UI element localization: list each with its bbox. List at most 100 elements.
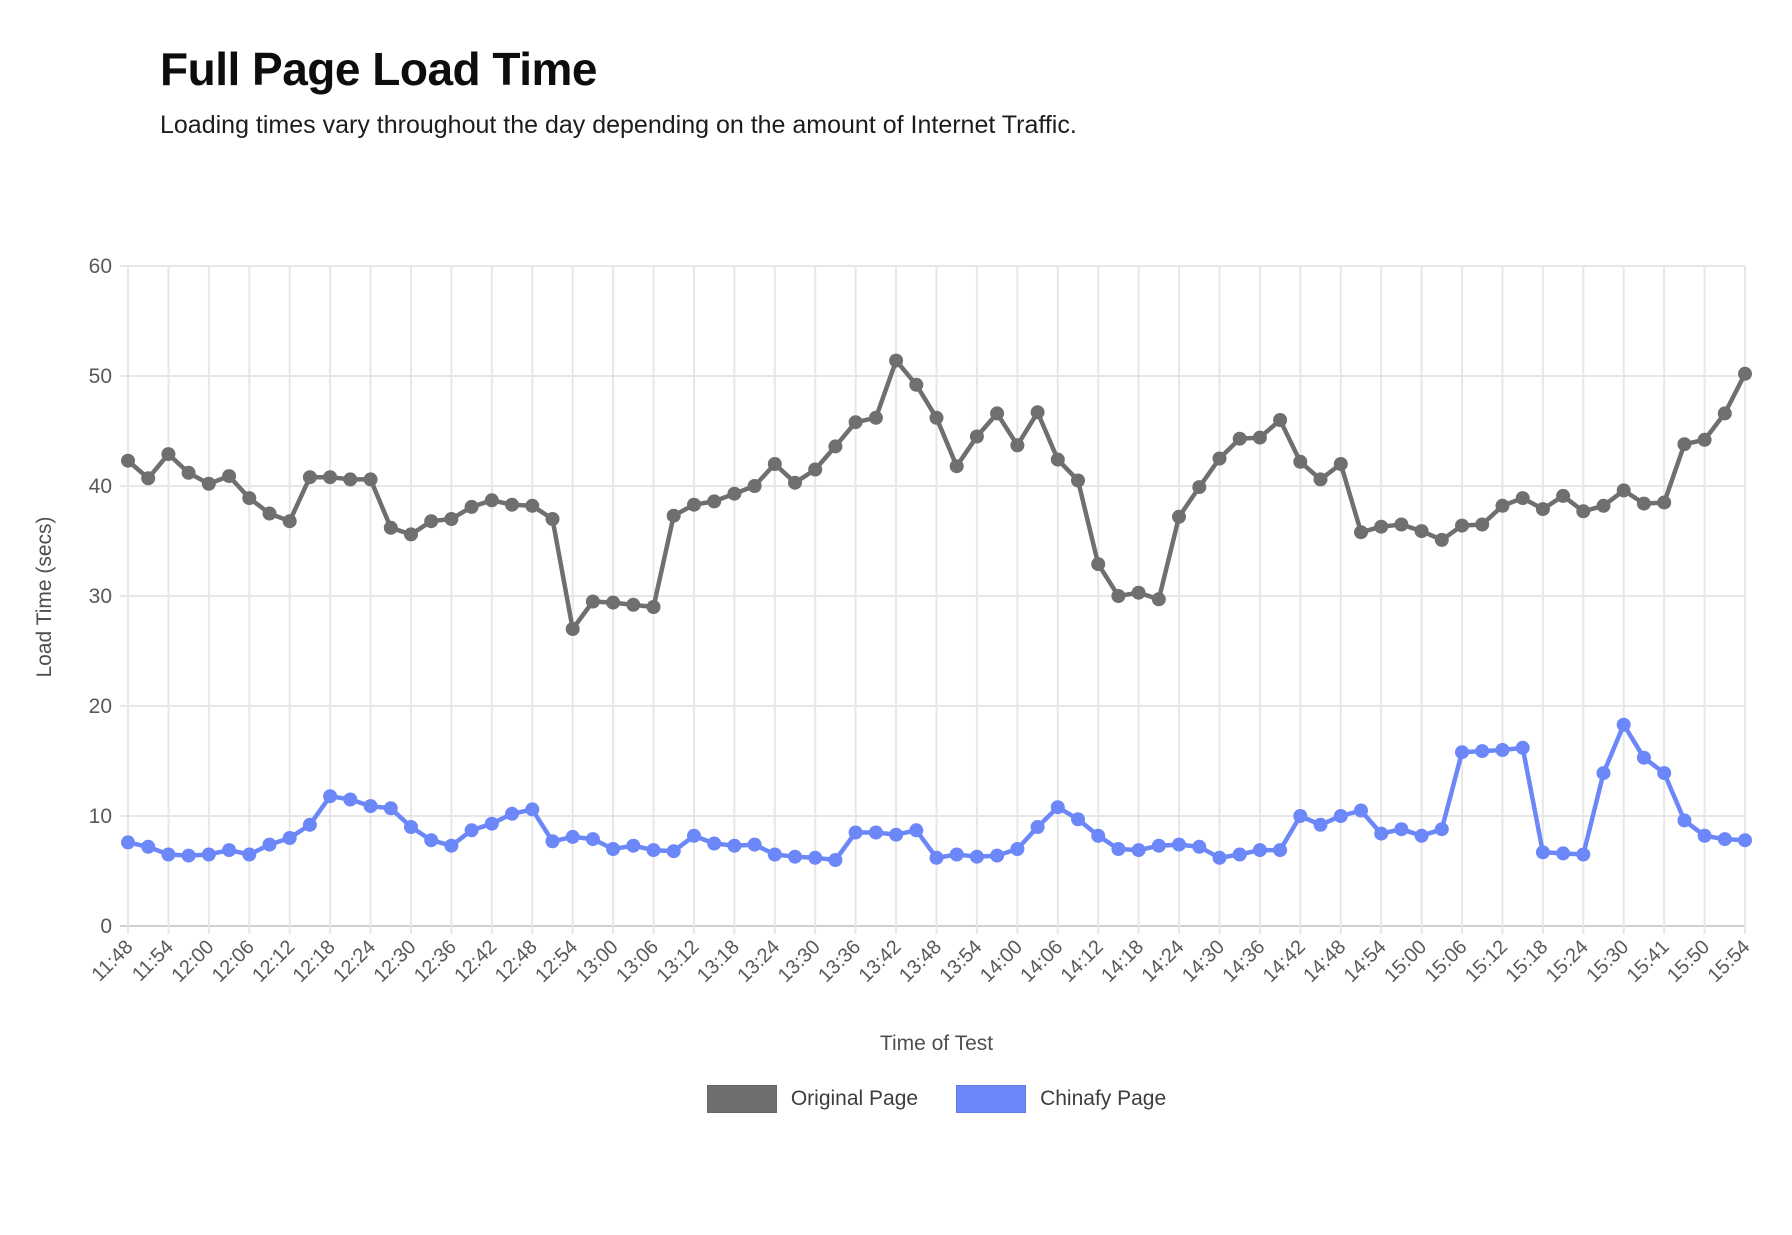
data-point[interactable]	[767, 847, 782, 862]
data-point[interactable]	[1151, 838, 1166, 853]
data-point[interactable]	[687, 828, 701, 843]
data-point[interactable]	[404, 820, 418, 834]
data-point[interactable]	[1576, 847, 1591, 862]
data-point[interactable]	[949, 459, 964, 474]
data-point[interactable]	[1172, 837, 1186, 852]
data-point[interactable]	[1717, 406, 1732, 421]
data-point[interactable]	[1616, 483, 1631, 498]
data-point[interactable]	[1010, 438, 1025, 453]
data-point[interactable]	[788, 849, 802, 864]
data-point[interactable]	[1333, 809, 1348, 823]
data-point[interactable]	[1212, 451, 1227, 466]
data-point[interactable]	[282, 831, 297, 845]
data-point[interactable]	[848, 415, 863, 430]
data-point[interactable]	[747, 479, 762, 493]
data-point[interactable]	[1738, 366, 1752, 381]
data-point[interactable]	[646, 600, 661, 614]
data-point[interactable]	[424, 833, 439, 848]
data-point[interactable]	[1192, 839, 1207, 854]
data-point[interactable]	[1293, 809, 1308, 823]
data-point[interactable]	[1697, 828, 1712, 843]
data-point[interactable]	[444, 838, 459, 853]
data-point[interactable]	[1717, 832, 1732, 847]
data-point[interactable]	[1475, 744, 1490, 759]
data-point[interactable]	[201, 476, 216, 491]
data-point[interactable]	[707, 494, 722, 509]
data-point[interactable]	[1697, 432, 1712, 447]
data-point[interactable]	[969, 849, 984, 864]
data-point[interactable]	[1434, 532, 1449, 547]
data-point[interactable]	[606, 842, 621, 856]
data-point[interactable]	[1636, 496, 1651, 511]
data-point[interactable]	[1273, 843, 1288, 858]
data-point[interactable]	[929, 850, 944, 865]
data-point[interactable]	[687, 497, 701, 512]
data-point[interactable]	[1394, 517, 1409, 532]
data-point[interactable]	[828, 853, 843, 867]
data-point[interactable]	[1131, 843, 1146, 858]
data-point[interactable]	[1293, 454, 1308, 469]
data-point[interactable]	[767, 457, 782, 471]
data-point[interactable]	[1636, 750, 1651, 765]
data-point[interactable]	[646, 843, 661, 858]
data-point[interactable]	[1030, 405, 1045, 420]
data-point[interactable]	[808, 850, 823, 865]
data-point[interactable]	[1677, 813, 1692, 828]
data-point[interactable]	[121, 835, 135, 850]
data-point[interactable]	[383, 801, 398, 816]
data-point[interactable]	[1556, 488, 1571, 503]
data-point[interactable]	[949, 847, 964, 862]
data-point[interactable]	[484, 493, 499, 508]
data-point[interactable]	[1232, 431, 1247, 446]
data-point[interactable]	[121, 453, 135, 468]
data-point[interactable]	[363, 799, 378, 814]
data-point[interactable]	[323, 789, 338, 804]
data-point[interactable]	[828, 439, 843, 454]
data-point[interactable]	[181, 465, 196, 480]
data-point[interactable]	[1434, 822, 1449, 837]
data-point[interactable]	[1333, 457, 1348, 471]
data-point[interactable]	[1495, 498, 1510, 513]
data-point[interactable]	[161, 847, 176, 862]
data-point[interactable]	[181, 848, 196, 863]
data-point[interactable]	[727, 486, 742, 501]
data-point[interactable]	[404, 527, 418, 542]
data-point[interactable]	[969, 429, 984, 444]
data-point[interactable]	[141, 471, 156, 486]
legend-item-chinafy-page[interactable]: Chinafy Page	[956, 1085, 1166, 1113]
data-point[interactable]	[1192, 480, 1207, 495]
data-point[interactable]	[242, 491, 257, 506]
data-point[interactable]	[1374, 826, 1389, 841]
data-point[interactable]	[1495, 743, 1510, 757]
data-point[interactable]	[262, 506, 277, 521]
data-point[interactable]	[1535, 502, 1550, 517]
data-point[interactable]	[141, 839, 156, 854]
data-point[interactable]	[1738, 833, 1752, 848]
data-point[interactable]	[383, 520, 398, 535]
data-point[interactable]	[282, 514, 297, 529]
data-point[interactable]	[1374, 519, 1389, 534]
data-point[interactable]	[1576, 504, 1591, 519]
data-point[interactable]	[747, 837, 762, 852]
data-point[interactable]	[1131, 585, 1146, 600]
data-point[interactable]	[161, 447, 176, 462]
data-point[interactable]	[1455, 518, 1469, 533]
data-point[interactable]	[1616, 717, 1631, 732]
data-point[interactable]	[262, 837, 277, 852]
data-point[interactable]	[1657, 766, 1672, 781]
data-point[interactable]	[302, 470, 317, 485]
data-point[interactable]	[1212, 850, 1227, 865]
data-point[interactable]	[1091, 828, 1106, 843]
data-point[interactable]	[1354, 525, 1368, 540]
data-point[interactable]	[1232, 847, 1247, 862]
data-point[interactable]	[1596, 498, 1611, 513]
data-point[interactable]	[666, 844, 681, 859]
data-point[interactable]	[666, 508, 681, 523]
data-point[interactable]	[505, 497, 519, 512]
data-point[interactable]	[990, 406, 1005, 421]
data-point[interactable]	[1071, 473, 1085, 488]
data-point[interactable]	[302, 817, 317, 832]
data-point[interactable]	[424, 514, 439, 529]
data-point[interactable]	[788, 475, 802, 490]
data-point[interactable]	[1596, 766, 1611, 781]
